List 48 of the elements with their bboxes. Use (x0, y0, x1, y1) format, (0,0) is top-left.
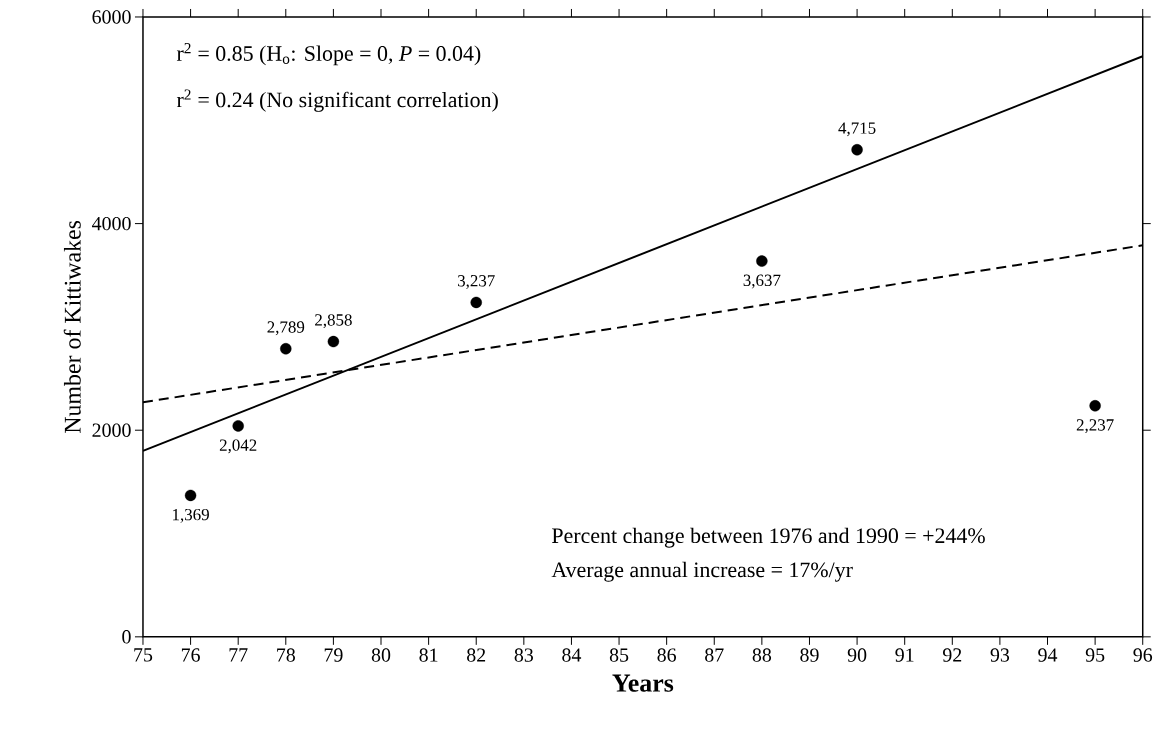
annotation: Percent change between 1976 and 1990 = +244% (552, 527, 985, 548)
data-label: 3,237 (457, 275, 495, 290)
x-tick-label: 85 (609, 648, 629, 662)
x-tick-label: 83 (514, 648, 534, 662)
x-tick-label: 93 (990, 648, 1010, 662)
x-tick-label: 95 (1085, 648, 1105, 662)
x-tick-label: 82 (467, 648, 486, 662)
x-tick-label: 92 (942, 648, 962, 662)
y-tick-label: 2000 (92, 423, 131, 438)
x-tick-label: 80 (371, 648, 391, 662)
x-tick-label: 96 (1133, 648, 1153, 662)
point (851, 144, 863, 156)
point (232, 420, 244, 432)
point (327, 335, 340, 348)
annotation: r$^{2}$ = 0.24 (No significant correlation) (176, 89, 498, 112)
point (756, 255, 768, 267)
x-tick-label: 79 (324, 648, 343, 662)
annotation: r$^{2}$ = 0.85 (H$_{o}$: Slope = 0, P = 0.04) (176, 43, 481, 66)
y-tick-label: 6000 (92, 10, 131, 24)
data-label: 2,789 (267, 321, 305, 336)
y-tick-label: 0 (122, 630, 131, 644)
annotation: Average annual increase = 17%/yr (551, 561, 853, 582)
x-tick-label: 84 (562, 648, 582, 662)
x-tick-label: 88 (752, 648, 772, 662)
x-tick-label: 90 (847, 648, 867, 662)
x-tick-label: 76 (181, 648, 200, 662)
data-label: 3,637 (743, 274, 781, 289)
x-tick-label: 89 (800, 648, 819, 662)
x-tick-label: 87 (705, 648, 724, 662)
x-tick-label: 86 (657, 648, 677, 662)
data-label: 2,042 (219, 439, 257, 454)
data-label: 1,369 (173, 509, 209, 523)
y-axis-title: Number of Kittiwakes (63, 220, 81, 434)
point (1089, 400, 1101, 412)
data-label: 2,237 (1076, 419, 1114, 434)
data-label: 2,858 (315, 314, 352, 329)
data-label: 4,715 (838, 122, 876, 137)
x-tick-label: 81 (419, 648, 438, 662)
point (470, 296, 482, 309)
x-axis-title: Years (612, 674, 674, 692)
x-tick-label: 94 (1038, 648, 1058, 662)
x-tick-label: 75 (134, 648, 153, 662)
x-tick-label: 78 (277, 648, 295, 662)
point (280, 343, 292, 355)
x-tick-label: 91 (895, 648, 914, 662)
point (184, 489, 197, 502)
y-tick-label: 4000 (92, 216, 131, 231)
x-tick-label: 77 (229, 648, 248, 662)
